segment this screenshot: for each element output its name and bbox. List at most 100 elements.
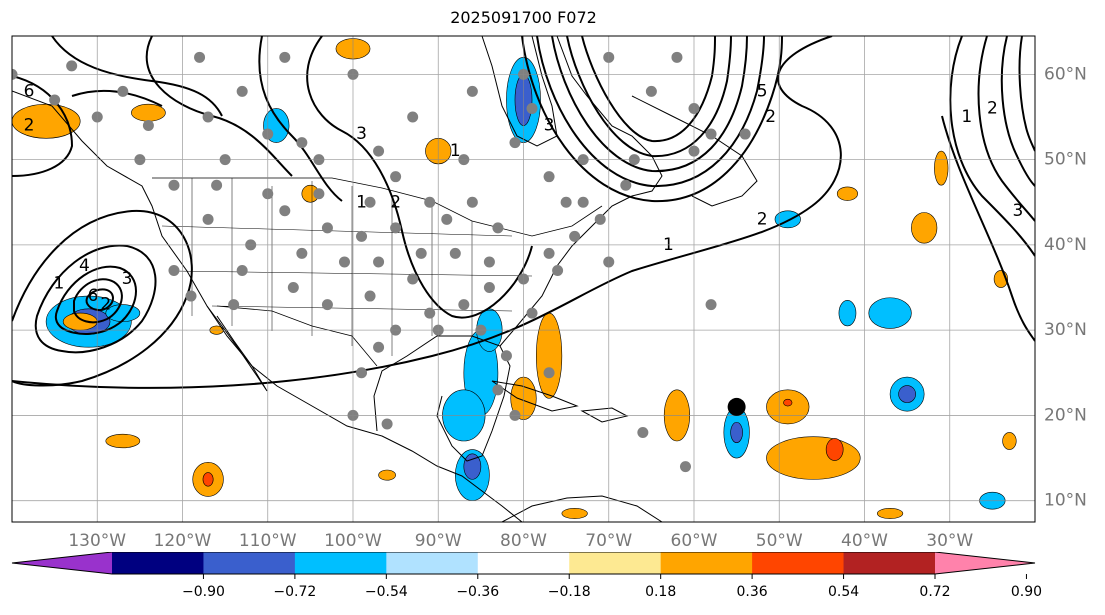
labrador-coastline (631, 95, 758, 207)
station-dot (569, 230, 581, 242)
station-dot (356, 367, 368, 379)
station-dot (66, 60, 78, 72)
colorbar-tick-label: −0.36 (456, 584, 499, 600)
longitude-tick-label: 80°W (500, 531, 547, 551)
station-dot (202, 213, 214, 225)
contour-labrador-b (536, 36, 765, 188)
station-dot (543, 367, 555, 379)
station-dot (381, 418, 393, 430)
coastline-layer (12, 36, 758, 522)
station-dot (185, 290, 197, 302)
us-border (152, 177, 603, 237)
contour-label: 6 (24, 81, 35, 101)
shaded-region (836, 186, 858, 201)
contour-east-d (1018, 36, 1035, 152)
colorbar-bin (477, 552, 570, 574)
colorbar-bin (386, 552, 479, 574)
contour-labrador-c (551, 36, 748, 173)
contour-label: 1 (450, 141, 461, 161)
station-dot (552, 264, 564, 276)
station-dot (296, 247, 308, 259)
colorbar-tick-label: −0.18 (548, 584, 591, 600)
contour-east-b (977, 36, 1035, 222)
station-dot (407, 111, 419, 123)
contour-label: 2 (100, 295, 111, 315)
contour-north-a (51, 36, 223, 117)
longitude-tick-label: 70°W (585, 531, 632, 551)
contour-label: 4 (79, 256, 90, 276)
shaded-region (131, 103, 166, 122)
contour-2-west-low (34, 244, 157, 354)
contour-3-west-low (54, 265, 137, 335)
station-dot (279, 205, 291, 217)
latitude-tick-label: 10°N (1044, 491, 1087, 511)
station-dot (364, 290, 376, 302)
shaded-region (730, 421, 743, 444)
station-dot (739, 128, 751, 140)
station-dot (483, 282, 495, 294)
station-dot (228, 299, 240, 311)
contour-label: 2 (24, 116, 35, 136)
station-dot (407, 273, 419, 285)
east-coastline (499, 36, 663, 347)
station-dot (373, 256, 385, 268)
contour-label: 2 (987, 98, 998, 118)
shaded-region (535, 312, 563, 399)
station-dot (671, 51, 683, 63)
colorbar-tick-label: −0.90 (182, 584, 225, 600)
latitude-tick-label: 20°N (1044, 405, 1087, 425)
colorbar-ticks: −0.90 −0.72 −0.54 −0.36 −0.18 0.18 0.36 0.54 0.7… (182, 574, 1042, 600)
south-america-coastline (501, 495, 663, 522)
colorbar-bins (11, 552, 1036, 575)
station-dot (390, 171, 402, 183)
shaded-region (766, 436, 861, 480)
graticule (12, 36, 1035, 522)
station-dot (466, 196, 478, 208)
longitude-tick-label: 110°W (239, 531, 297, 551)
latitude-tick-label: 60°N (1044, 64, 1087, 84)
station-dot (458, 299, 470, 311)
colorbar: −0.90 −0.72 −0.54 −0.36 −0.18 0.18 0.36 0.54 0.7… (11, 552, 1042, 600)
station-dot (194, 51, 206, 63)
longitude-tick-label: 40°W (841, 531, 888, 551)
contour-1-atlantic (12, 36, 842, 389)
hudson-bay-coastline (481, 36, 558, 147)
contour-label: 3 (544, 116, 555, 136)
shaded-region (561, 508, 588, 519)
contour-4-west-low (73, 278, 123, 324)
station-dot (168, 179, 180, 191)
hispaniola-coastline (580, 407, 629, 423)
colorbar-extend-high (935, 552, 1035, 574)
contour-layer (12, 36, 1035, 389)
contour-east-a (949, 36, 1035, 257)
contour-label: 6 (88, 286, 99, 306)
shaded-region (898, 385, 916, 403)
latitude-labels: 10°N 20°N 30°N 40°N 50°N 60°N (1044, 64, 1087, 510)
station-dot (211, 179, 223, 191)
station-dot (560, 196, 572, 208)
colorbar-tick-label: −0.54 (365, 584, 408, 600)
longitude-labels: 130°W 120°W 110°W 100°W 90°W 80°W 70°W 60°W 50°W… (68, 531, 973, 551)
colorbar-outline (11, 552, 1036, 575)
contour-1-canada (306, 36, 533, 319)
cuba-coastline (491, 380, 579, 412)
colorbar-extend-low (12, 552, 112, 574)
shaded-region (868, 297, 912, 329)
colorbar-tick-label: 0.90 (1011, 584, 1042, 600)
station-dot (321, 222, 333, 234)
contour-1-west-low (12, 209, 193, 387)
contour-label: 1 (961, 107, 972, 127)
longitude-tick-label: 100°W (324, 531, 382, 551)
colorbar-tick-label: 0.72 (919, 584, 950, 600)
contour-label: 2 (390, 192, 401, 212)
contour-label: 5 (757, 81, 768, 101)
contour-east-e (941, 115, 1035, 342)
shaded-region (766, 389, 810, 425)
contour-label: 3 (1013, 201, 1024, 221)
station-dot (49, 94, 61, 106)
station-dot (279, 51, 291, 63)
contour-labrador-a (521, 36, 783, 203)
colorbar-bin (843, 552, 936, 574)
station-dot (142, 120, 154, 132)
station-dot (356, 230, 368, 242)
